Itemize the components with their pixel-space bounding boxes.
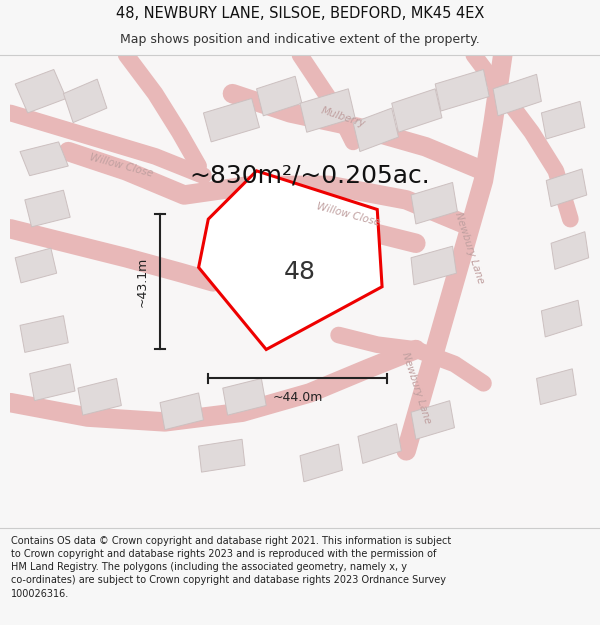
Polygon shape bbox=[15, 69, 67, 113]
Polygon shape bbox=[353, 108, 398, 151]
Polygon shape bbox=[435, 69, 489, 111]
Polygon shape bbox=[541, 300, 582, 337]
Polygon shape bbox=[546, 169, 587, 207]
Polygon shape bbox=[20, 142, 68, 176]
Text: Newbury Lane: Newbury Lane bbox=[400, 351, 432, 425]
Polygon shape bbox=[300, 444, 343, 482]
Polygon shape bbox=[29, 364, 75, 401]
Text: ~44.0m: ~44.0m bbox=[272, 391, 323, 404]
Polygon shape bbox=[223, 379, 266, 415]
Polygon shape bbox=[411, 182, 457, 224]
Polygon shape bbox=[541, 101, 585, 139]
Text: Contains OS data © Crown copyright and database right 2021. This information is : Contains OS data © Crown copyright and d… bbox=[11, 536, 451, 599]
Polygon shape bbox=[551, 232, 589, 269]
Polygon shape bbox=[25, 190, 70, 227]
Text: Willow Close: Willow Close bbox=[316, 201, 381, 228]
Text: ~830m²/~0.205ac.: ~830m²/~0.205ac. bbox=[189, 164, 430, 188]
Polygon shape bbox=[20, 316, 68, 352]
Polygon shape bbox=[257, 76, 302, 116]
Polygon shape bbox=[199, 439, 245, 472]
Text: 48: 48 bbox=[284, 260, 316, 284]
Polygon shape bbox=[300, 89, 355, 132]
Polygon shape bbox=[64, 79, 107, 122]
Polygon shape bbox=[15, 248, 56, 283]
Polygon shape bbox=[358, 424, 401, 463]
Polygon shape bbox=[203, 99, 259, 142]
Polygon shape bbox=[199, 171, 382, 349]
Polygon shape bbox=[411, 401, 454, 439]
Text: Newbury Lane: Newbury Lane bbox=[452, 211, 485, 285]
Text: Willow Close: Willow Close bbox=[89, 152, 154, 179]
Polygon shape bbox=[411, 246, 457, 285]
Text: 48, NEWBURY LANE, SILSOE, BEDFORD, MK45 4EX: 48, NEWBURY LANE, SILSOE, BEDFORD, MK45 … bbox=[116, 6, 484, 21]
Text: Mulberry: Mulberry bbox=[320, 106, 367, 129]
Text: ~43.1m: ~43.1m bbox=[136, 257, 149, 307]
Polygon shape bbox=[392, 89, 442, 132]
Polygon shape bbox=[78, 379, 121, 415]
Polygon shape bbox=[160, 393, 203, 429]
Text: Map shows position and indicative extent of the property.: Map shows position and indicative extent… bbox=[120, 33, 480, 46]
Polygon shape bbox=[493, 74, 541, 116]
Polygon shape bbox=[536, 369, 576, 404]
